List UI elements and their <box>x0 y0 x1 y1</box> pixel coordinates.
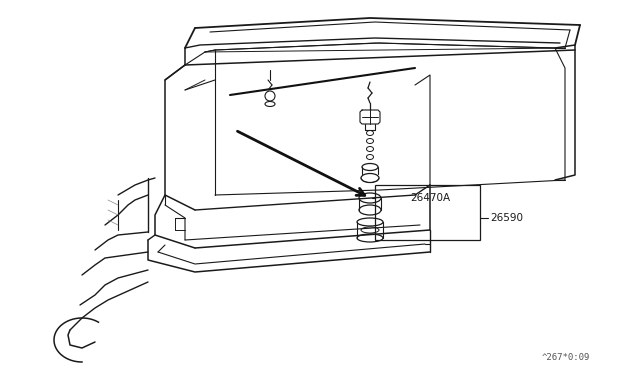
Text: ^267*0:09: ^267*0:09 <box>541 353 590 362</box>
Text: 26470A: 26470A <box>410 193 450 203</box>
Bar <box>375 185 480 240</box>
Text: 26590: 26590 <box>490 213 523 223</box>
